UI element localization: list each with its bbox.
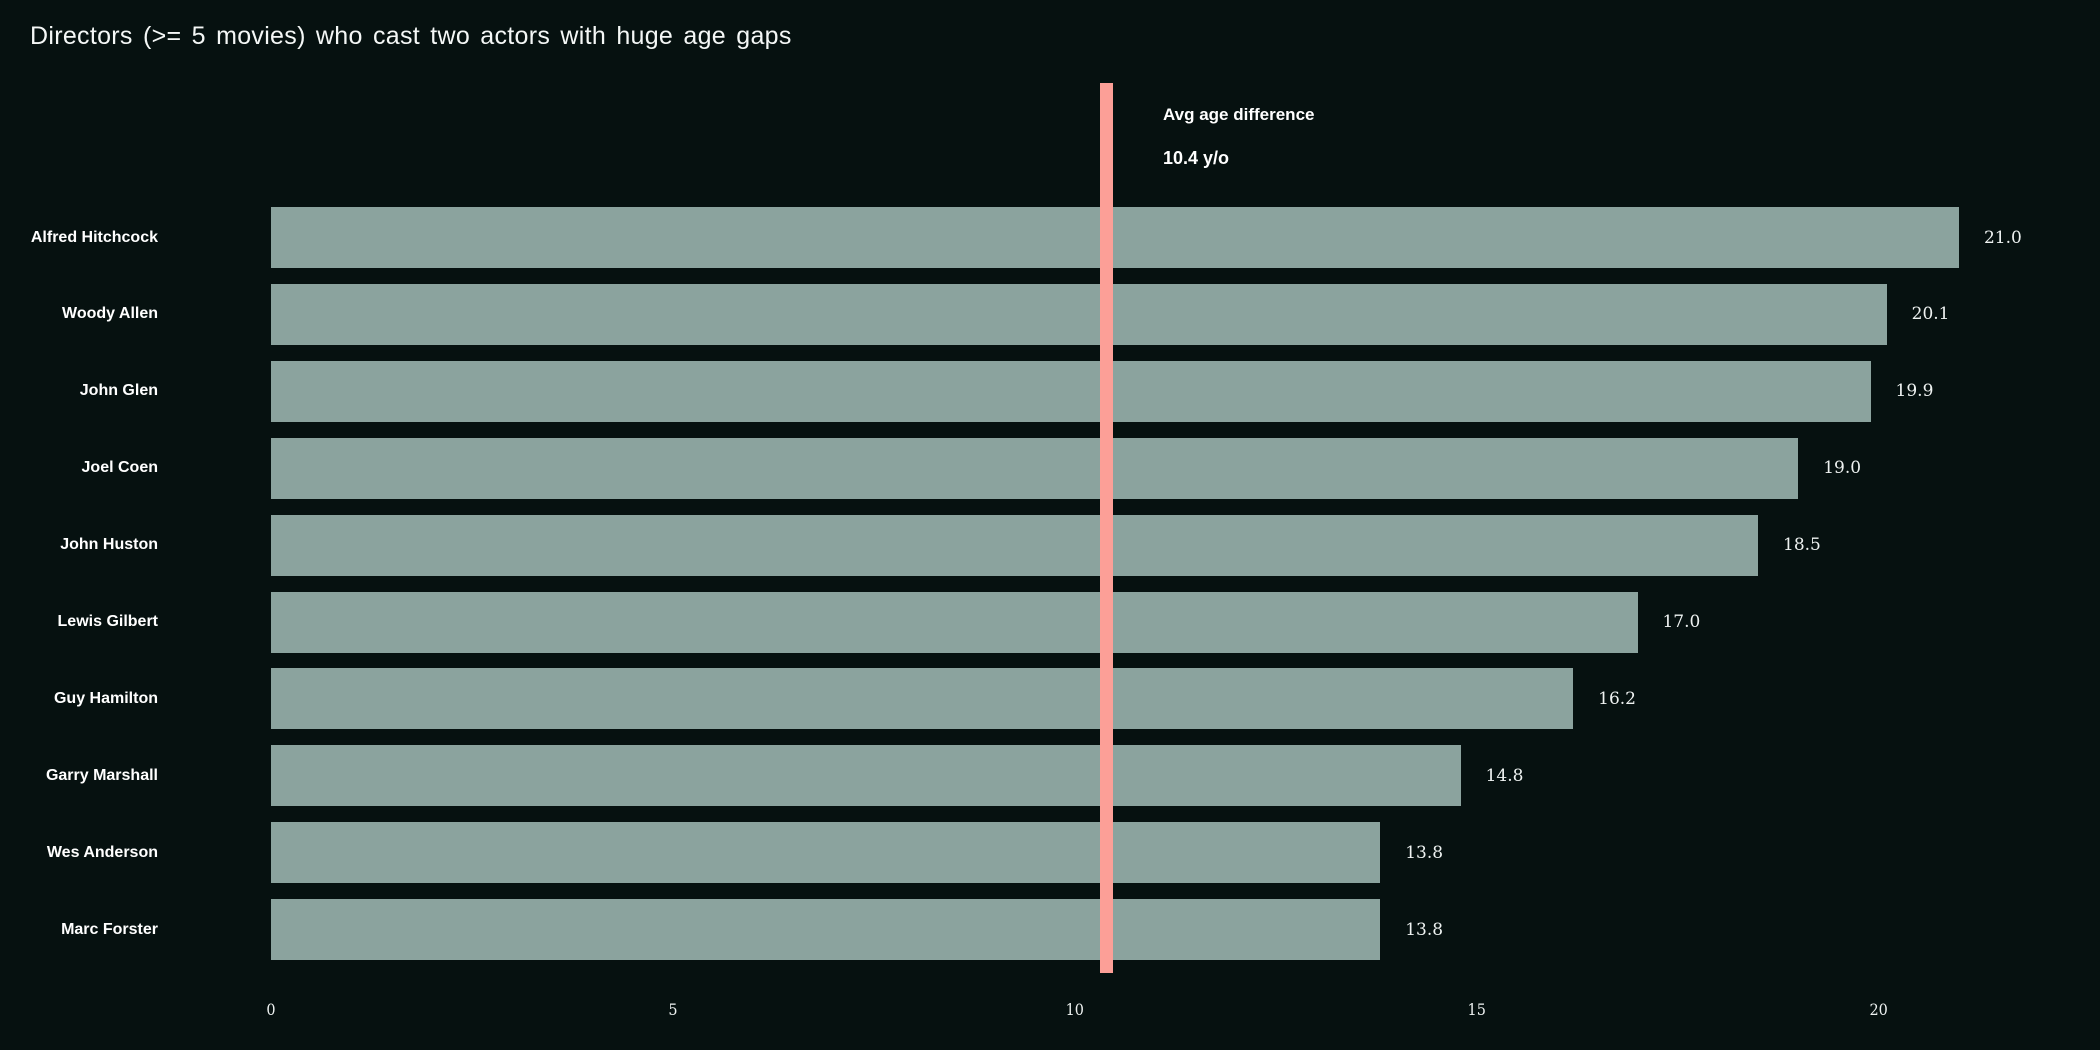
value-label: 13.8 — [1405, 842, 1444, 863]
value-label: 13.8 — [1405, 919, 1444, 940]
x-tick-label: 10 — [1065, 1000, 1084, 1019]
x-tick-label: 15 — [1467, 1000, 1486, 1019]
bar — [271, 437, 1799, 499]
value-label: 16.2 — [1598, 688, 1636, 709]
bar — [271, 283, 1887, 345]
x-tick-label: 5 — [668, 1000, 678, 1019]
x-tick-label: 0 — [266, 1000, 276, 1019]
category-label: Woody Allen — [62, 305, 158, 323]
category-label: Alfred Hitchcock — [30, 228, 158, 246]
bar — [271, 207, 1959, 268]
bar — [271, 668, 1574, 730]
avg-annotation-value: 10.4 y/o — [1163, 148, 1230, 168]
category-label: Guy Hamilton — [53, 689, 158, 707]
bar — [271, 360, 1871, 422]
bar — [271, 745, 1461, 807]
category-label: John Huston — [60, 536, 158, 554]
category-label: Garry Marshall — [45, 766, 158, 784]
value-label: 21.0 — [1983, 227, 2022, 248]
category-label: Wes Anderson — [46, 843, 158, 861]
bar — [271, 591, 1638, 653]
avg-line — [1100, 83, 1114, 973]
value-label: 20.1 — [1911, 304, 1950, 325]
bar — [271, 822, 1381, 884]
chart-title: Directors (>= 5 movies) who cast two act… — [30, 22, 792, 50]
value-label: 18.5 — [1783, 535, 1821, 556]
value-label: 17.0 — [1662, 612, 1701, 632]
value-label: 19.0 — [1823, 458, 1862, 479]
bar — [271, 899, 1381, 961]
category-label: Marc Forster — [61, 920, 158, 938]
category-label: John Glen — [79, 382, 158, 400]
value-label: 14.8 — [1485, 765, 1524, 786]
bar — [271, 514, 1758, 576]
avg-annotation-label: Avg age difference — [1163, 105, 1315, 124]
category-label: Joel Coen — [81, 459, 158, 477]
x-tick-label: 20 — [1869, 1000, 1888, 1019]
avg-annotation: Avg age difference 10.4 y/o — [1163, 104, 1314, 169]
category-label: Lewis Gilbert — [57, 613, 158, 630]
value-label: 19.9 — [1895, 381, 1934, 402]
